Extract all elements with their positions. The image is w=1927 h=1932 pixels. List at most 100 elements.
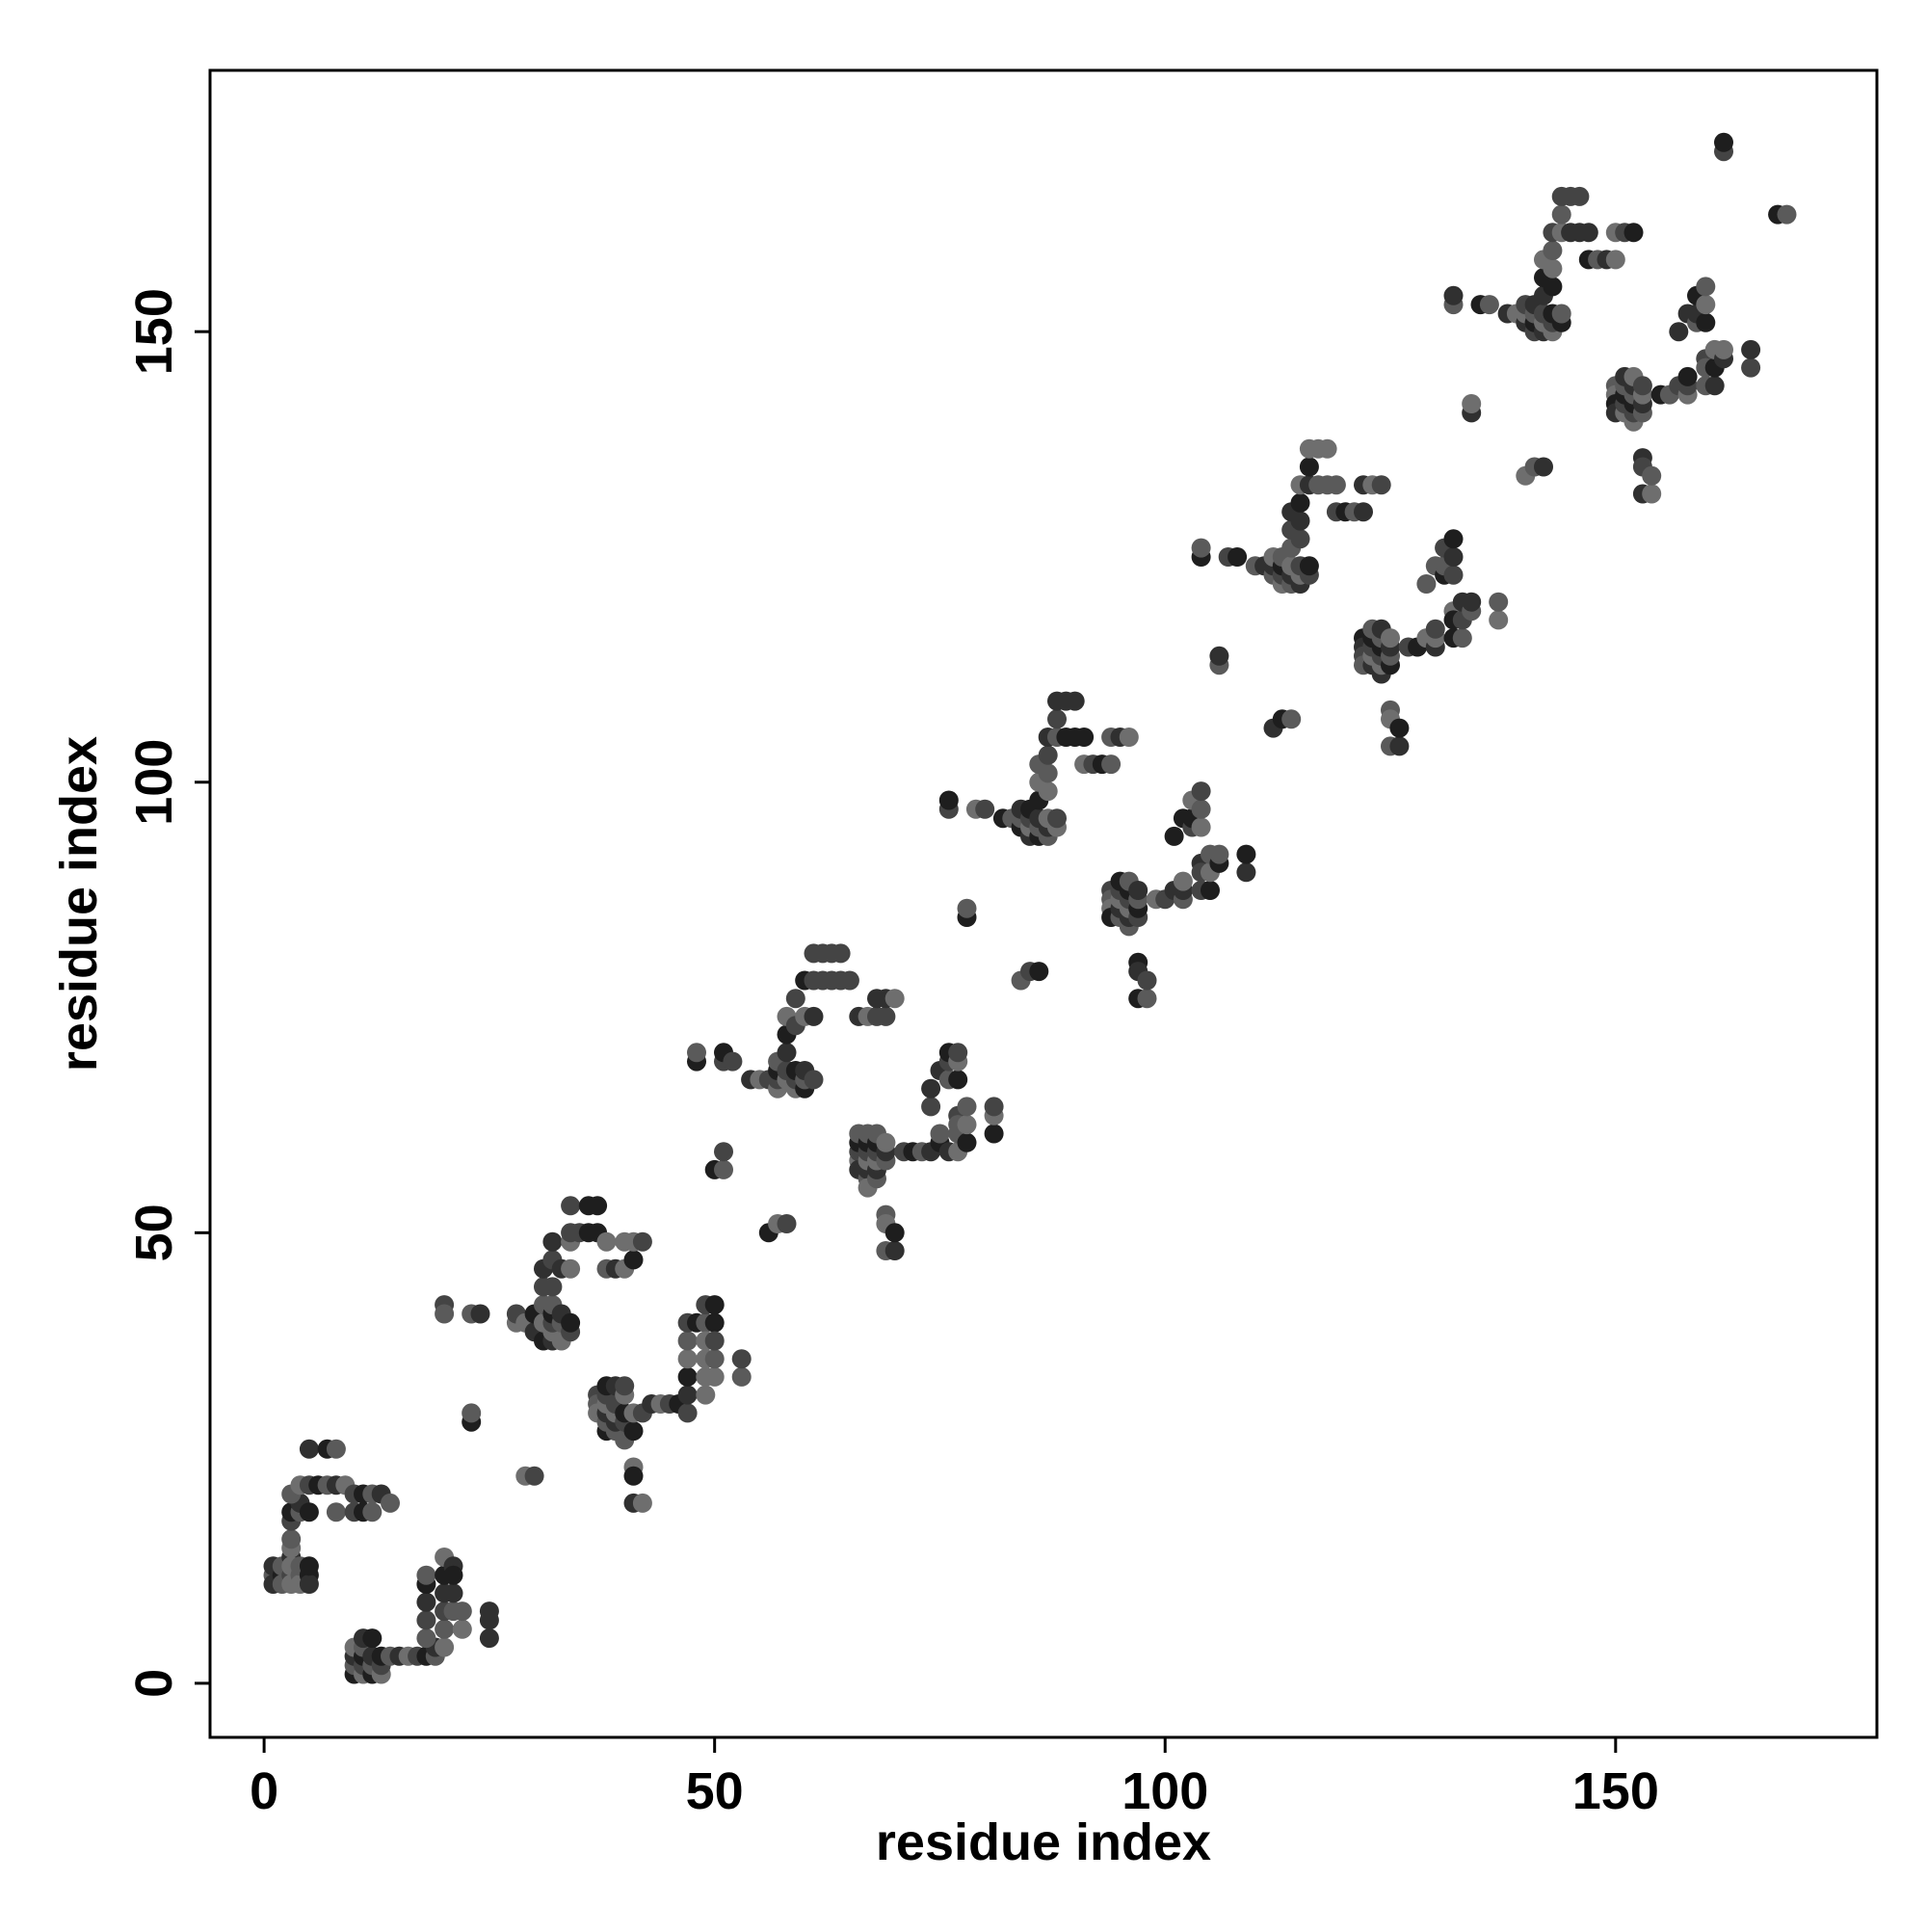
- x-axis: 0 50 100 150: [250, 1737, 1659, 1820]
- data-point: [876, 1132, 896, 1152]
- data-point: [1543, 258, 1563, 278]
- y-tick-label: 0: [125, 1669, 183, 1698]
- data-point: [1381, 628, 1400, 648]
- data-point: [1741, 357, 1761, 378]
- data-point: [1551, 304, 1571, 324]
- y-axis: 0 50 100 150: [125, 288, 210, 1698]
- data-point: [632, 1231, 652, 1252]
- data-point: [1029, 962, 1049, 982]
- data-point: [714, 1142, 733, 1162]
- data-point: [299, 1556, 319, 1576]
- data-point: [677, 1331, 698, 1351]
- data-point: [948, 1070, 968, 1090]
- data-point: [1669, 322, 1689, 342]
- data-point: [1443, 529, 1464, 549]
- data-point: [957, 1132, 977, 1152]
- data-point: [561, 1258, 581, 1279]
- data-point: [731, 1366, 752, 1387]
- y-axis-label: residue index: [50, 736, 108, 1072]
- data-point: [435, 1304, 455, 1324]
- data-point: [1209, 844, 1229, 864]
- data-point: [452, 1601, 472, 1622]
- data-point: [479, 1628, 499, 1649]
- data-point: [723, 1051, 743, 1072]
- data-point: [938, 790, 959, 810]
- data-point: [561, 1196, 581, 1216]
- data-point: [1236, 862, 1256, 883]
- data-point: [1281, 709, 1302, 729]
- data-point: [957, 1115, 977, 1135]
- data-point: [452, 1619, 472, 1639]
- y-tick-label: 100: [125, 739, 183, 826]
- data-point: [714, 1159, 733, 1179]
- data-point: [1777, 204, 1797, 225]
- data-point: [704, 1366, 725, 1387]
- data-point: [839, 970, 859, 991]
- data-point: [1623, 223, 1644, 243]
- data-point: [957, 1097, 977, 1117]
- data-point: [470, 1304, 490, 1324]
- data-point: [1389, 718, 1410, 738]
- data-point: [1074, 728, 1095, 747]
- data-point: [921, 1097, 941, 1117]
- data-point: [696, 1385, 716, 1405]
- data-point: [1425, 619, 1445, 639]
- data-point: [1038, 781, 1058, 802]
- data-point: [876, 1006, 896, 1026]
- data-point: [623, 1466, 644, 1486]
- data-point: [704, 1331, 725, 1351]
- data-point: [1191, 538, 1211, 558]
- data-point: [596, 1231, 617, 1252]
- data-point: [1741, 339, 1761, 359]
- data-point: [704, 1295, 725, 1315]
- x-tick-label: 50: [686, 1762, 744, 1820]
- data-point: [704, 1312, 725, 1333]
- data-point: [623, 1421, 644, 1442]
- data-point: [1065, 691, 1085, 711]
- data-point: [677, 1403, 698, 1423]
- data-point: [804, 1070, 824, 1090]
- data-point: [1137, 989, 1157, 1009]
- data-point: [326, 1439, 346, 1459]
- data-point: [677, 1385, 698, 1405]
- data-point: [1164, 826, 1184, 846]
- data-point: [1479, 295, 1499, 315]
- data-point: [1696, 277, 1716, 297]
- data-point: [1191, 817, 1211, 837]
- data-point: [1534, 457, 1553, 477]
- data-point: [1290, 511, 1310, 531]
- data-point: [1570, 186, 1590, 206]
- data-point: [1317, 438, 1337, 459]
- y-tick-label: 150: [125, 288, 183, 375]
- data-point: [1443, 547, 1464, 567]
- data-point: [1452, 628, 1472, 648]
- x-axis-label: residue index: [876, 1813, 1211, 1871]
- data-point: [443, 1565, 463, 1585]
- data-point: [1371, 475, 1391, 495]
- data-point: [462, 1403, 482, 1423]
- data-point: [1489, 592, 1509, 612]
- data-point: [1191, 781, 1211, 802]
- data-point: [831, 943, 851, 964]
- data-point: [632, 1493, 652, 1513]
- data-point: [704, 1349, 725, 1369]
- data-point: [443, 1583, 463, 1603]
- data-point: [957, 898, 977, 918]
- data-point: [1443, 285, 1464, 305]
- data-point: [777, 1214, 797, 1233]
- data-point: [299, 1439, 319, 1459]
- data-point: [1209, 646, 1229, 666]
- data-point: [1543, 277, 1563, 297]
- data-point: [1038, 745, 1058, 765]
- data-point: [884, 989, 905, 1009]
- data-point: [1299, 457, 1319, 477]
- data-point: [435, 1619, 455, 1639]
- data-point: [804, 1006, 824, 1026]
- data-point: [1290, 492, 1310, 513]
- data-point: [731, 1349, 752, 1369]
- data-point: [1714, 339, 1733, 359]
- data-point: [588, 1196, 608, 1216]
- data-point: [416, 1592, 436, 1612]
- data-point: [1578, 223, 1598, 243]
